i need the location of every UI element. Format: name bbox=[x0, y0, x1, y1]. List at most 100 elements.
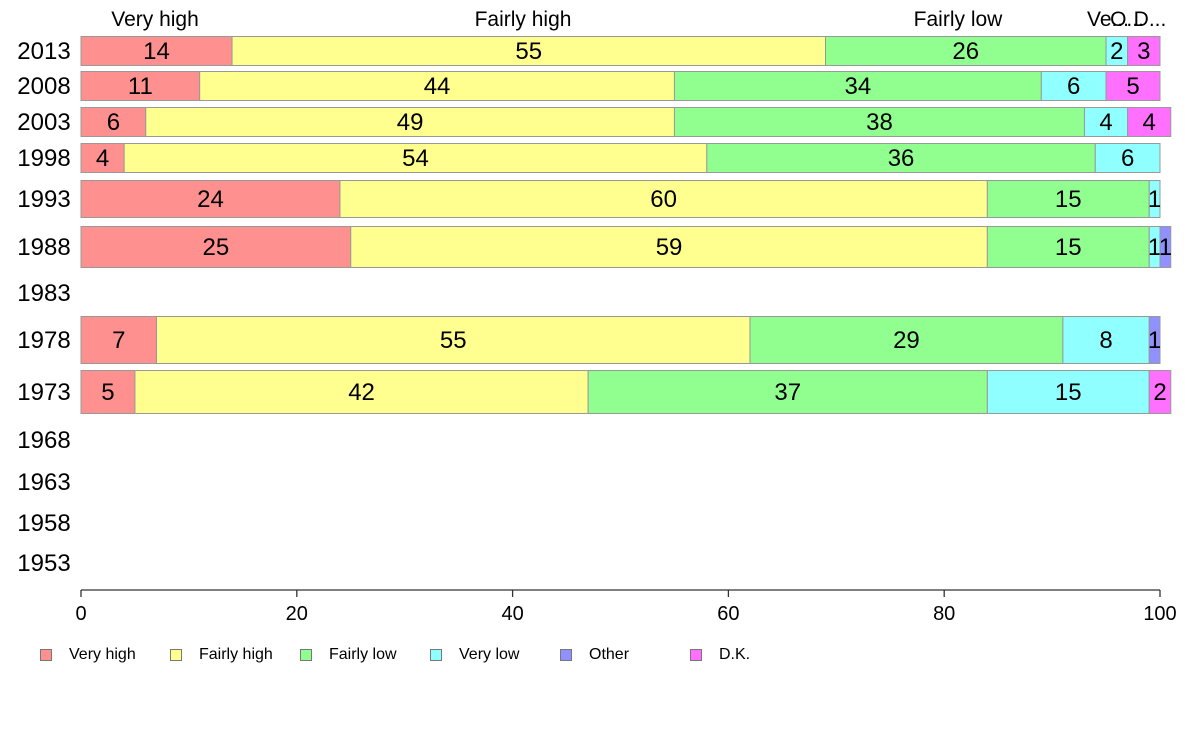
legend-label: Fairly high bbox=[199, 646, 273, 663]
legend-swatch bbox=[690, 649, 702, 661]
legend-label: Fairly low bbox=[329, 646, 397, 663]
legend-item: Fairly high bbox=[170, 645, 273, 665]
legend-item: Very low bbox=[430, 645, 519, 665]
legend-swatch bbox=[40, 649, 52, 661]
top-category-label: D... bbox=[1134, 8, 1167, 31]
bar-value-label: 1 bbox=[1148, 186, 1161, 213]
bar-segment bbox=[1105, 71, 1161, 101]
bar-value-label: 8 bbox=[1099, 327, 1112, 354]
bar-segment bbox=[986, 180, 1150, 218]
legend-label: Other bbox=[589, 646, 630, 663]
bar-value-label: 4 bbox=[1143, 109, 1156, 136]
bar-value-label: 15 bbox=[1055, 379, 1082, 406]
legend-label: D.K. bbox=[719, 646, 751, 663]
bar-segment bbox=[825, 36, 1107, 66]
top-category-label: Ve... bbox=[1087, 8, 1129, 31]
bar-value-label: 36 bbox=[888, 145, 915, 172]
bar-value-label: 7 bbox=[112, 327, 125, 354]
bar-segment bbox=[986, 226, 1150, 268]
bar-segment bbox=[80, 71, 201, 101]
bar-value-label: 34 bbox=[845, 73, 872, 100]
bar-segment bbox=[986, 370, 1150, 414]
legend-item: Very high bbox=[40, 645, 136, 665]
bar-segment bbox=[1127, 36, 1161, 66]
legend-label: Very high bbox=[69, 646, 136, 663]
bar-segment bbox=[1148, 316, 1161, 364]
bar-segment bbox=[1127, 107, 1172, 137]
y-tick-label: 1953 bbox=[17, 550, 70, 577]
y-tick-label: 1958 bbox=[17, 510, 70, 537]
bar-value-label: 3 bbox=[1137, 38, 1150, 65]
x-tick-label: 20 bbox=[286, 603, 308, 625]
bar-segment bbox=[80, 143, 125, 173]
bar-segment bbox=[339, 180, 988, 218]
bar-segment bbox=[80, 370, 136, 414]
bar-value-label: 2 bbox=[1110, 38, 1123, 65]
legend-label: Very low bbox=[459, 646, 520, 663]
bar-segment bbox=[123, 143, 708, 173]
bar-value-label: 4 bbox=[96, 145, 109, 172]
bar-value-label: 5 bbox=[101, 379, 114, 406]
bar-value-label: 15 bbox=[1055, 234, 1082, 261]
bar-value-label: 15 bbox=[1055, 186, 1082, 213]
bar-segment bbox=[706, 143, 1096, 173]
y-tick-label: 2003 bbox=[17, 109, 70, 136]
bar-segment bbox=[1083, 107, 1129, 137]
bar-segment bbox=[1159, 226, 1172, 268]
bar-segment bbox=[199, 71, 675, 101]
bar-value-label: 54 bbox=[402, 145, 429, 172]
bar-value-label: 38 bbox=[866, 109, 893, 136]
legend-item: Other bbox=[560, 645, 629, 665]
bar-segment bbox=[80, 107, 147, 137]
y-tick-label: 1978 bbox=[17, 327, 70, 354]
bar-segment bbox=[80, 226, 352, 268]
legend: Very high Fairly high Fairly low Very low Ot… bbox=[40, 645, 800, 665]
y-tick-label: 1983 bbox=[17, 280, 70, 307]
legend-item: D.K. bbox=[690, 645, 750, 665]
bar-value-label: 29 bbox=[893, 327, 920, 354]
bar-value-label: 44 bbox=[424, 73, 451, 100]
bar-value-label: 24 bbox=[197, 186, 224, 213]
y-tick-label: 1973 bbox=[17, 379, 70, 406]
bar-value-label: 1 bbox=[1159, 234, 1172, 261]
bar-segment bbox=[80, 180, 341, 218]
legend-swatch bbox=[560, 649, 572, 661]
bar-value-label: 6 bbox=[107, 109, 120, 136]
y-tick-label: 2008 bbox=[17, 73, 70, 100]
bar-value-label: 37 bbox=[774, 379, 801, 406]
y-tick-label: 1993 bbox=[17, 186, 70, 213]
bar-value-label: 4 bbox=[1099, 109, 1112, 136]
bar-segment bbox=[134, 370, 589, 414]
bar-value-label: 42 bbox=[348, 379, 375, 406]
legend-swatch bbox=[300, 649, 312, 661]
bar-segment bbox=[587, 370, 988, 414]
top-category-label: Fairly high bbox=[475, 8, 572, 31]
y-tick-label: 1988 bbox=[17, 234, 70, 261]
bar-value-label: 6 bbox=[1067, 73, 1080, 100]
bar-segment bbox=[1094, 143, 1161, 173]
x-tick-label: 40 bbox=[501, 603, 523, 625]
bar-value-label: 11 bbox=[128, 73, 153, 100]
bar-value-label: 55 bbox=[440, 327, 467, 354]
top-category-label: Very high bbox=[111, 8, 199, 31]
y-tick-label: 1998 bbox=[17, 145, 70, 172]
y-tick-label: 1968 bbox=[17, 427, 70, 454]
legend-swatch bbox=[170, 649, 182, 661]
bar-value-label: 55 bbox=[515, 38, 542, 65]
x-tick-label: 80 bbox=[933, 603, 955, 625]
bars-area: 14 55 26 2 311 44 34 6 56 49 38 4 44 54 36 624 60 15 125 59… bbox=[80, 36, 1172, 414]
bar-segment bbox=[673, 71, 1042, 101]
bar-segment bbox=[1148, 180, 1161, 218]
x-tick-label: 100 bbox=[1143, 603, 1176, 625]
x-axis: 0 20 40 60 80 100 bbox=[75, 589, 1177, 625]
bar-value-label: 1 bbox=[1148, 234, 1161, 261]
bar-segment bbox=[350, 226, 988, 268]
bar-segment bbox=[156, 316, 751, 364]
bar-segment bbox=[1062, 316, 1150, 364]
bar-value-label: 6 bbox=[1121, 145, 1134, 172]
bar-value-label: 1 bbox=[1148, 327, 1161, 354]
bar-value-label: 60 bbox=[650, 186, 677, 213]
y-axis-labels: 2013 2008 2003 1998 1993 1988 1983 1978 1973 1968… bbox=[17, 38, 70, 577]
bar-value-label: 2 bbox=[1153, 379, 1166, 406]
